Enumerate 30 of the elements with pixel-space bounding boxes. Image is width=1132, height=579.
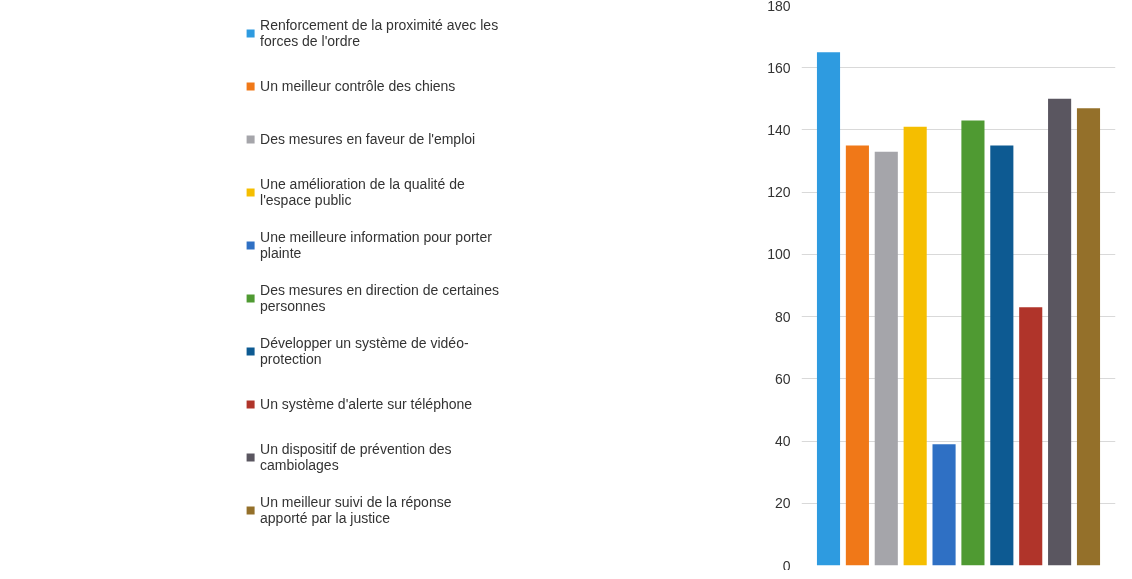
y-tick-label: 80: [774, 308, 791, 325]
y-tick-label: 120: [767, 184, 791, 201]
legend-label: Une amélioration de la qualité de l'espace public: [260, 175, 465, 210]
bar: [990, 145, 1014, 566]
y-tick-label: 20: [774, 495, 791, 512]
legend-label: Un système d'alerte sur téléphone: [260, 395, 473, 414]
bar: [932, 444, 956, 566]
legend-label: Des mesures en faveur de l'emploi: [260, 130, 476, 149]
y-tick-label: 180: [767, 0, 791, 14]
bar: [845, 145, 869, 566]
bar: [903, 126, 927, 566]
legend-label: Des mesures en direction de certaines personnes: [260, 281, 499, 316]
legend-label: Un meilleur suivi de la réponse apporté par la justice: [260, 493, 452, 528]
bar: [1048, 98, 1072, 566]
y-tick-label: 160: [767, 59, 791, 76]
y-tick-label: 60: [774, 370, 791, 387]
bar: [816, 52, 841, 566]
legend-label: Un dispositif de prévention des cambiolages: [260, 440, 452, 475]
bar: [961, 120, 985, 566]
bar: [874, 151, 898, 566]
legend-label: Développer un système de vidéo-protection: [260, 334, 469, 369]
legend-label: Une meilleure information pour porter plainte: [260, 228, 492, 263]
bar: [1019, 307, 1043, 566]
y-tick-label: 100: [767, 246, 791, 263]
bar: [1076, 108, 1101, 566]
y-tick-label: 140: [767, 121, 791, 138]
y-tick-label: 0: [782, 557, 791, 574]
legend-label: Un meilleur contrôle des chiens: [260, 77, 456, 96]
y-tick-label: 40: [774, 433, 791, 450]
legend-label: Renforcement de la proximité avec les forces de l'ordre: [260, 16, 499, 51]
